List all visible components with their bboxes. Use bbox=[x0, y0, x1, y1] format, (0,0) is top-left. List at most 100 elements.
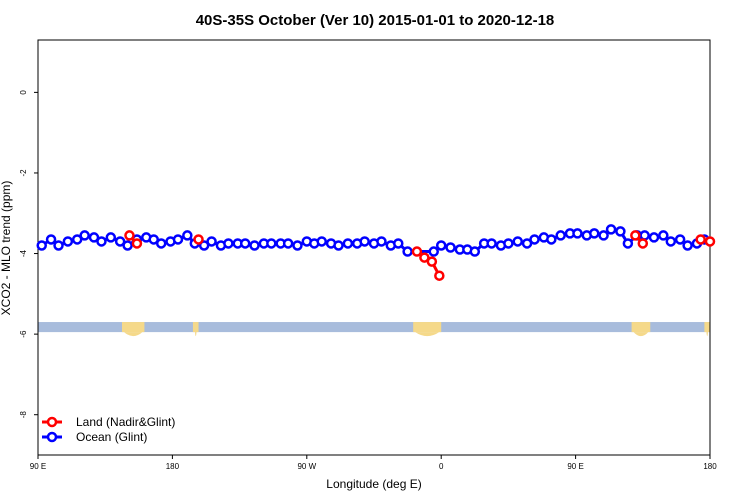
data-point bbox=[122, 240, 133, 251]
data-point bbox=[62, 236, 74, 247]
data-point bbox=[282, 238, 294, 249]
data-point bbox=[435, 240, 447, 251]
data-point bbox=[419, 252, 430, 263]
data-point bbox=[36, 240, 47, 251]
data-point bbox=[131, 238, 143, 249]
data-point bbox=[198, 240, 210, 251]
data-point bbox=[292, 240, 303, 251]
data-point bbox=[96, 236, 107, 247]
x-axis-label: Longitude (deg E) bbox=[326, 477, 421, 491]
data-point bbox=[239, 238, 251, 249]
land-segment bbox=[631, 322, 651, 333]
data-point bbox=[682, 240, 693, 251]
data-point bbox=[88, 232, 100, 243]
data-point bbox=[45, 234, 57, 245]
land-segment bbox=[413, 322, 442, 333]
y-axis-label: XCO2 - MLO trend (ppm) bbox=[0, 181, 13, 316]
data-point bbox=[333, 240, 344, 251]
data-point bbox=[589, 228, 600, 239]
data-point bbox=[376, 236, 387, 247]
data-point bbox=[193, 234, 204, 245]
series-ocean bbox=[36, 224, 710, 257]
data-point bbox=[71, 234, 83, 245]
data-point bbox=[521, 238, 533, 249]
legend-ocean-marker bbox=[46, 431, 58, 443]
legend: Land (Nadir&Glint) Ocean (Glint) bbox=[42, 415, 175, 444]
data-point bbox=[223, 238, 234, 249]
data-point bbox=[512, 236, 523, 247]
data-point bbox=[529, 234, 540, 245]
data-point bbox=[359, 236, 370, 247]
legend-land-label: Land (Nadir&Glint) bbox=[76, 415, 175, 429]
data-point bbox=[555, 230, 566, 241]
data-point bbox=[342, 238, 354, 249]
data-point bbox=[206, 236, 217, 247]
x-tick-label: 90 W bbox=[297, 462, 316, 471]
ocean-band bbox=[38, 322, 710, 333]
data-point bbox=[695, 234, 706, 245]
data-point bbox=[572, 228, 583, 239]
x-tick-label: 180 bbox=[703, 462, 717, 471]
x-tick-label: 90 E bbox=[567, 462, 583, 471]
data-point bbox=[639, 230, 650, 241]
data-point bbox=[105, 232, 117, 243]
data-point bbox=[393, 238, 404, 249]
data-point bbox=[469, 246, 481, 257]
data-point bbox=[411, 246, 423, 257]
data-point bbox=[486, 238, 497, 249]
series-land bbox=[124, 230, 716, 281]
y-tick-label: -2 bbox=[19, 169, 28, 177]
data-point bbox=[637, 238, 649, 249]
land-segment-tail bbox=[194, 332, 197, 337]
x-tick-label: 180 bbox=[166, 462, 180, 471]
land-band bbox=[38, 322, 710, 337]
chart-title: 40S-35S October (Ver 10) 2015-01-01 to 2… bbox=[196, 12, 555, 29]
data-point bbox=[182, 230, 193, 241]
data-point bbox=[615, 226, 626, 237]
y-axis: 0 -2 -4 -6 -8 bbox=[19, 90, 38, 418]
data-point bbox=[434, 270, 445, 281]
data-point bbox=[402, 246, 413, 257]
data-point bbox=[172, 234, 184, 245]
series-layer bbox=[36, 224, 716, 281]
data-point bbox=[622, 238, 634, 249]
land-segment bbox=[122, 322, 145, 333]
y-tick-label: -4 bbox=[19, 249, 28, 257]
data-point bbox=[124, 230, 135, 241]
data-point bbox=[428, 246, 439, 257]
data-point bbox=[598, 230, 609, 241]
data-point bbox=[665, 236, 677, 247]
data-point bbox=[114, 236, 126, 247]
legend-land-marker bbox=[46, 416, 58, 428]
data-point bbox=[658, 230, 669, 241]
data-point bbox=[630, 230, 641, 241]
land-segment-tail bbox=[706, 332, 708, 337]
land-segment-tail bbox=[415, 332, 440, 337]
data-point bbox=[648, 232, 660, 243]
data-point bbox=[79, 230, 90, 241]
data-point bbox=[316, 236, 327, 247]
land-segment bbox=[704, 322, 710, 333]
data-point bbox=[445, 242, 456, 253]
land-segment-tail bbox=[124, 332, 143, 337]
data-point bbox=[148, 234, 159, 245]
legend-ocean-label: Ocean (Glint) bbox=[76, 430, 147, 444]
data-point bbox=[546, 234, 557, 245]
data-point bbox=[249, 240, 260, 251]
data-point bbox=[426, 256, 438, 267]
data-point bbox=[53, 240, 64, 251]
land-segment-tail bbox=[633, 332, 649, 337]
land-segment bbox=[192, 322, 199, 333]
data-point bbox=[155, 238, 167, 249]
data-point bbox=[674, 234, 686, 245]
data-point bbox=[704, 236, 716, 247]
y-tick-label: -6 bbox=[19, 330, 28, 338]
data-point bbox=[266, 238, 277, 249]
x-tick-label: 0 bbox=[439, 462, 444, 471]
data-point bbox=[503, 238, 514, 249]
y-tick-label: 0 bbox=[19, 90, 28, 95]
x-axis: 90 E 180 90 W 0 90 E 180 bbox=[30, 455, 717, 471]
x-tick-label: 90 E bbox=[30, 462, 46, 471]
data-point bbox=[605, 224, 617, 235]
